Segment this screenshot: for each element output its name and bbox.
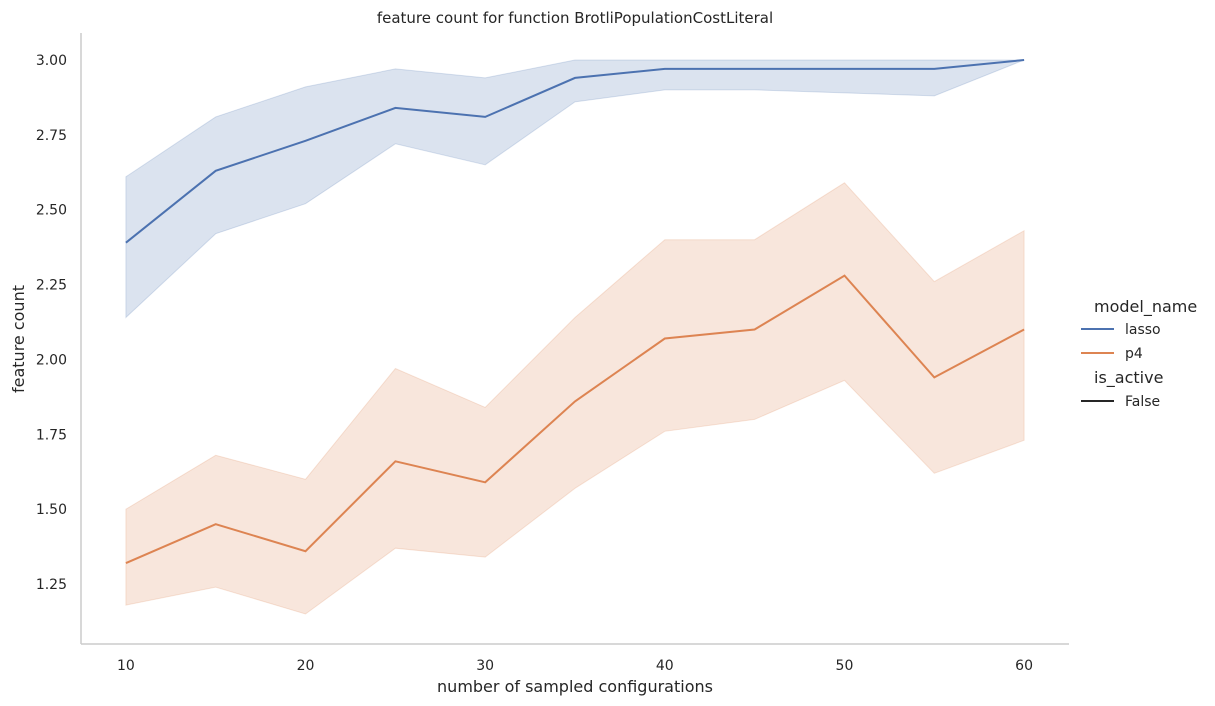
- y-tick-label: 1.75: [36, 427, 67, 443]
- series-line-p4: [125, 274, 1025, 565]
- y-tick-label: 2.25: [36, 278, 67, 294]
- y-tick-label: 1.25: [36, 577, 67, 593]
- legend-style-title: is_active: [1094, 368, 1163, 388]
- series-lines: [125, 59, 1025, 565]
- chart-title: feature count for function BrotliPopulat…: [377, 9, 773, 27]
- x-tick-label: 60: [1015, 658, 1033, 674]
- y-tick-label: 1.50: [36, 502, 67, 518]
- x-tick-label: 40: [656, 658, 674, 674]
- y-axis-title: feature count: [9, 285, 28, 393]
- confidence-bands: [125, 59, 1025, 615]
- legend-hue-title: model_name: [1094, 297, 1197, 317]
- x-tick-label: 50: [836, 658, 854, 674]
- x-tick-label: 30: [476, 658, 494, 674]
- ci-band-p4: [125, 182, 1025, 615]
- y-tick-labels: 1.25 1.50 1.75 2.00 2.25 2.50 2.75 3.00: [36, 53, 67, 593]
- y-tick-label: 2.75: [36, 128, 67, 144]
- x-tick-label: 20: [297, 658, 315, 674]
- legend-false-label: False: [1125, 394, 1160, 410]
- legend-p4-label: p4: [1125, 346, 1143, 362]
- y-tick-label: 2.00: [36, 352, 67, 368]
- x-tick-label: 10: [117, 658, 135, 674]
- x-axis-title: number of sampled configurations: [437, 677, 713, 696]
- x-tick-labels: 10 20 30 40 50 60: [117, 658, 1033, 674]
- legend-lasso-label: lasso: [1125, 322, 1161, 338]
- legend: model_name lasso p4 is_active False: [1081, 297, 1197, 410]
- y-tick-label: 3.00: [36, 53, 67, 69]
- y-tick-label: 2.50: [36, 203, 67, 219]
- series-line-lasso: [125, 59, 1025, 244]
